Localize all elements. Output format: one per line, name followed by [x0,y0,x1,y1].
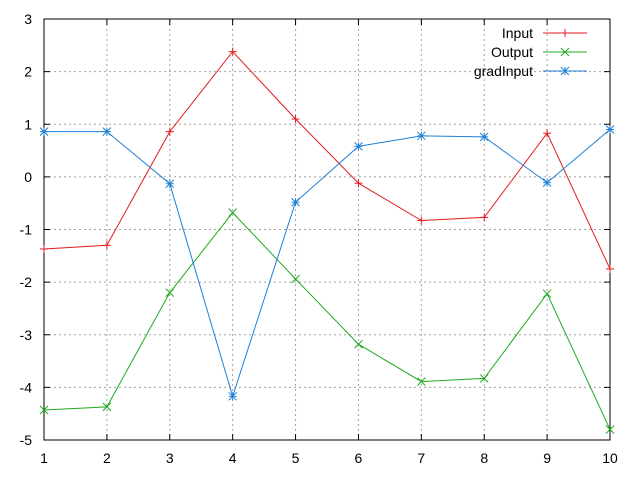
legend-marker-gradinput [560,66,570,76]
x-tick-label: 3 [166,450,174,466]
data-point-input [543,129,552,138]
data-point-gradinput [165,179,175,189]
legend: Input Output gradInput [474,25,587,79]
y-tick-label: -3 [20,327,33,343]
x-tick-label: 9 [543,450,551,466]
x-tick-label: 8 [480,450,488,466]
series-group [39,47,615,434]
y-tick-label: -1 [20,222,33,238]
data-point-gradinput [416,131,426,141]
x-tick-label: 5 [292,450,300,466]
legend-label-input: Input [502,25,533,41]
y-tick-label: -5 [20,432,33,448]
data-point-input [606,264,614,273]
y-tick-label: 1 [24,116,32,132]
y-tick-label: -4 [20,379,33,395]
x-tick-label: 1 [40,450,48,466]
data-point-gradinput [479,132,489,142]
data-point-output [416,377,426,386]
grid [44,19,610,440]
data-point-gradinput [354,141,363,151]
data-point-output [165,288,175,298]
y-tick-label: 3 [24,11,32,27]
x-tick-label: 6 [355,450,363,466]
series-input [40,47,614,273]
data-point-gradinput [605,125,615,134]
data-point-gradinput [102,127,112,136]
data-point-input [102,241,111,250]
series-line-input [43,50,611,270]
data-point-input [228,47,237,56]
series-output [39,208,615,434]
legend-marker-output [560,47,570,57]
data-point-input [165,127,174,136]
data-point-output [102,402,112,412]
data-point-input [480,213,489,222]
legend-label-gradinput: gradInput [474,63,533,79]
legend-marker-input [561,29,569,37]
series-line-output [43,211,611,430]
data-point-gradinput [542,178,552,188]
series-gradinput [39,125,615,401]
data-point-output [605,425,615,434]
data-point-output [39,405,49,415]
legend-label-output: Output [491,44,533,60]
data-point-output [291,274,300,284]
x-tick-label: 4 [229,450,237,466]
data-point-output [354,339,363,349]
data-point-output [228,208,238,218]
y-tick-label: -2 [20,274,33,290]
data-point-output [479,374,489,383]
x-tick-label: 7 [417,450,425,466]
series-line-gradinput [44,129,611,399]
y-tick-label: 2 [24,64,32,80]
data-point-input [291,114,300,123]
x-tick-label: 10 [602,450,618,466]
data-point-output [542,289,552,299]
x-tick-label: 2 [103,450,111,466]
data-point-gradinput [39,127,49,136]
data-point-input [40,244,48,253]
data-point-input [354,179,363,188]
data-point-gradinput [228,391,238,401]
data-point-gradinput [291,197,300,207]
y-tick-label: 0 [24,169,32,185]
data-point-input [417,216,426,225]
